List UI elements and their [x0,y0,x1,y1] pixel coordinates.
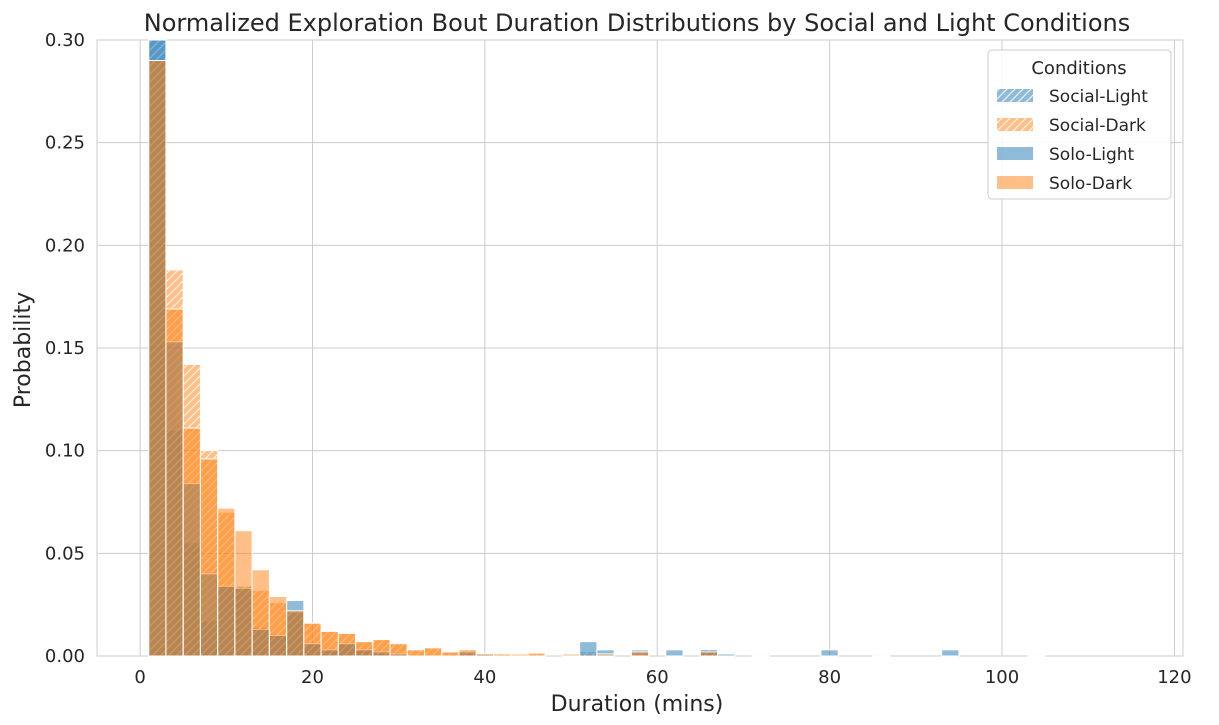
histogram-bar [182,427,201,657]
histogram-bar [1027,654,1046,657]
legend-box [987,49,1172,200]
histogram-bar [337,632,357,657]
bars [148,39,1046,657]
histogram-bar [217,507,236,657]
y-tick-label: 0.15 [45,338,85,359]
histogram-bar [751,654,770,657]
histogram-bar [872,654,891,657]
histogram-bar [458,649,477,657]
histogram-bar [286,610,305,657]
histogram-bar [475,653,494,657]
histogram-bar [199,458,219,657]
x-tick-label: 0 [134,667,145,688]
histogram-bar [251,569,270,657]
legend-title: Conditions [1031,58,1126,79]
histogram-bar [389,643,408,657]
legend-swatch-hatch [997,118,1033,131]
legend: Conditions Social-Light Social-Dark Solo-L… [987,49,1172,200]
histogram-bar [234,530,253,657]
legend-swatch [997,176,1033,189]
histogram-bar [424,647,443,657]
x-tick-label: 20 [301,667,324,688]
histogram-bar [527,652,546,657]
y-tick-label: 0.00 [45,646,85,667]
y-tick-label: 0.05 [45,543,85,564]
legend-swatch [997,147,1033,160]
y-axis-label: Probability [11,292,36,408]
histogram-bar [699,651,719,657]
histogram-bar [717,653,736,657]
histogram-bar [665,649,684,657]
histogram-bar [820,649,839,657]
chart-title: Normalized Exploration Bout Duration Dis… [144,9,1130,37]
y-tick-label: 0.30 [45,30,85,51]
histogram-bar [165,308,184,657]
histogram-bar [320,630,339,657]
x-tick-label: 40 [473,667,496,688]
legend-label: Solo-Dark [1049,174,1132,194]
x-tick-label: 100 [985,667,1019,688]
y-tick-label: 0.25 [45,133,85,154]
x-axis-label: Duration (mins) [551,692,724,717]
histogram-bar [492,653,512,657]
histogram-bar [941,649,960,657]
legend-label: Solo-Light [1049,145,1135,165]
y-tick-label: 0.10 [45,441,85,462]
histogram-bar [372,639,391,657]
histogram-bar [630,651,650,657]
histogram-bar [355,641,374,657]
histogram-bar [561,653,581,657]
histogram-bar [148,60,167,657]
legend-label: Social-Light [1049,87,1148,107]
x-tick-label: 80 [818,667,841,688]
histogram-bar [441,651,460,657]
histogram-bar [268,595,288,657]
x-tick-label: 120 [1157,667,1191,688]
x-tick-label: 60 [646,667,669,688]
y-tick-label: 0.20 [45,235,85,256]
histogram-bar [303,622,322,657]
histogram-bar [406,649,426,657]
histogram-bar [596,653,615,657]
series-solo-dark [148,60,719,657]
legend-label: Social-Dark [1049,116,1146,136]
histogram-bar [510,653,529,657]
histogram-bar [579,641,598,657]
axes: 0 20 40 60 80 100 120 0.00 0.05 0.10 0.15 0.20 0.25 0… [45,30,1192,688]
legend-swatch-hatch [997,89,1033,102]
